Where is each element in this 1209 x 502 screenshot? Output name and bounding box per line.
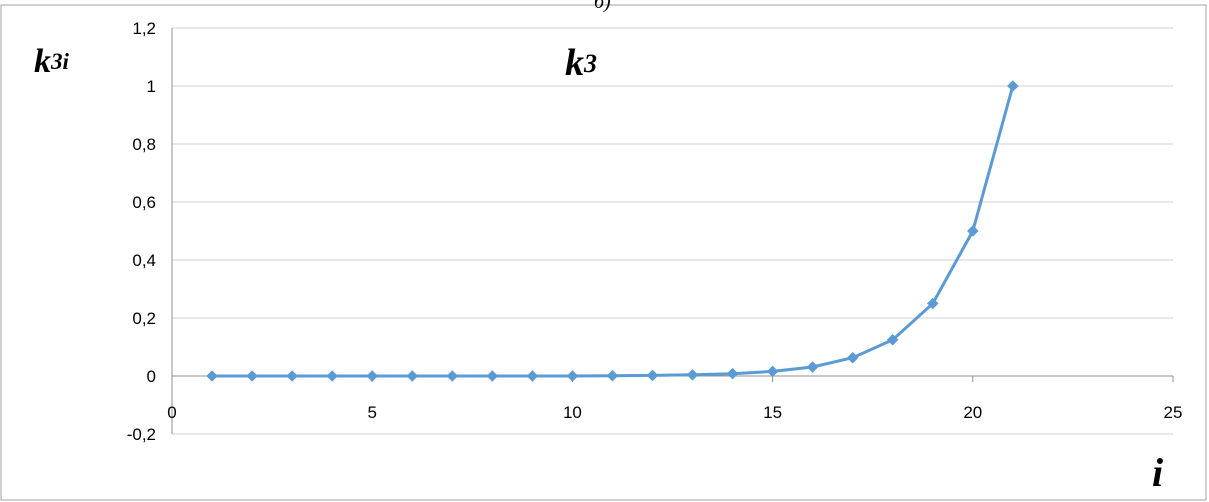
- gridlines: [172, 27, 1173, 435]
- y-tick-label: -0,2: [127, 425, 156, 444]
- data-point: [206, 370, 218, 382]
- y-tick-label: 0,6: [132, 193, 156, 212]
- data-point: [406, 370, 419, 382]
- data-point: [446, 370, 459, 382]
- x-tick-label: 0: [167, 403, 176, 422]
- data-point: [806, 361, 819, 373]
- y-tick-label: 0,8: [132, 135, 156, 154]
- data-point: [726, 367, 739, 380]
- data-point: [966, 225, 979, 237]
- data-point: [926, 297, 939, 310]
- x-tick-label: 10: [563, 403, 582, 422]
- y-tick-label: 0: [147, 367, 156, 386]
- data-point: [846, 351, 859, 364]
- data-point: [286, 370, 298, 382]
- data-point: [606, 369, 619, 382]
- data-point: [1006, 80, 1019, 92]
- x-tick-label: 20: [963, 403, 982, 422]
- data-point: [246, 370, 258, 382]
- x-axis-label: i: [1152, 450, 1163, 495]
- x-tick-label: 15: [763, 403, 782, 422]
- y-tick-labels: -0,2 0 0,2 0,4 0,6 0,8 1 1,2: [127, 19, 156, 444]
- data-point: [886, 333, 899, 346]
- y-tick-label: 1,2: [132, 19, 156, 38]
- data-point: [646, 369, 659, 382]
- data-point: [686, 368, 699, 381]
- series-layer: [206, 80, 1019, 382]
- data-point: [366, 370, 379, 382]
- data-point: [766, 365, 779, 378]
- data-point: [566, 370, 579, 382]
- y-tick-label: 0,4: [132, 251, 156, 270]
- chart-border: [0, 4, 1207, 501]
- x-tick-label: 5: [367, 403, 376, 422]
- data-point: [526, 370, 539, 382]
- top-caption: б): [594, 0, 611, 13]
- data-point: [486, 370, 499, 382]
- y-tick-label: 1: [147, 77, 156, 96]
- chart-title: k3: [565, 42, 597, 84]
- data-point: [326, 370, 339, 382]
- y-axis-label: k3i: [34, 43, 70, 80]
- x-tick-labels: 0 5 10 15 20 25: [167, 403, 1182, 422]
- x-tick-label: 25: [1164, 403, 1183, 422]
- y-tick-label: 0,2: [132, 309, 156, 328]
